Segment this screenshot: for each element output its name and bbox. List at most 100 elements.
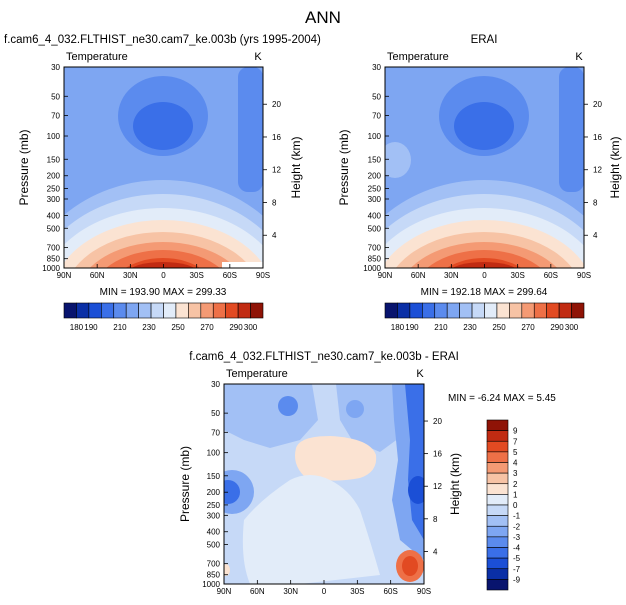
y-tick-label: 700 [47, 244, 61, 253]
y-tick-label: 300 [207, 511, 221, 520]
y2-tick-label: 12 [593, 166, 602, 175]
colorbar-swatch [484, 302, 498, 319]
field-surface-mask [222, 262, 263, 268]
colorbar-swatch [496, 302, 510, 319]
x-tick-label: 90S [256, 271, 270, 280]
y-tick-label: 50 [372, 92, 381, 101]
panel-diff-minmax: MIN = -6.24 MAX = 5.45 [448, 393, 556, 404]
y-tick-label: 500 [368, 224, 382, 233]
panel-obs-title: ERAI [471, 34, 498, 46]
panel-obs-ylabel: Pressure (mb) [337, 129, 351, 205]
colorbar-swatch [225, 302, 239, 319]
colorbar-label: -4 [513, 544, 521, 553]
colorbar-swatch [434, 302, 448, 319]
panel-model-field [64, 67, 263, 268]
colorbar-swatch [486, 557, 509, 570]
colorbar-label: -9 [513, 575, 521, 584]
x-tick-label: 60N [411, 271, 426, 280]
y2-tick-label: 12 [433, 482, 442, 491]
field-neg-core-south [408, 476, 424, 504]
field-neg-polar-north-inner [224, 480, 240, 504]
y2-tick-label: 8 [272, 198, 277, 207]
panel-diff-subtitle: Temperature [226, 368, 288, 380]
field-contour-300 [131, 262, 195, 268]
y-tick-label: 70 [211, 428, 220, 437]
x-tick-label: 90S [417, 587, 431, 596]
field-warm-spot-north [385, 142, 411, 178]
y-tick-label: 30 [51, 63, 60, 72]
y-tick-label: 1000 [363, 264, 381, 273]
field-near-zero-lower [242, 475, 380, 584]
y-tick-label: 150 [368, 155, 382, 164]
y-tick-label: 300 [368, 195, 382, 204]
colorbar-swatch [125, 302, 139, 319]
x-tick-label: 30S [511, 271, 525, 280]
y-tick-label: 200 [47, 172, 61, 181]
colorbar-swatch [237, 302, 251, 319]
colorbar-swatch [76, 302, 90, 319]
colorbar-label: 5 [513, 448, 518, 457]
panel-obs-subtitle: Temperature [387, 51, 449, 63]
panel-obs-units: K [575, 51, 583, 63]
y-tick-label: 100 [207, 449, 221, 458]
panel-model-y2label: Height (km) [289, 136, 303, 198]
colorbar-swatch [250, 302, 264, 319]
colorbar-swatch [113, 302, 127, 319]
panel-model-title: f.cam6_4_032.FLTHIST_ne30.cam7_ke.003b (… [4, 34, 321, 46]
y-tick-label: 150 [207, 472, 221, 481]
x-tick-label: 60S [223, 271, 237, 280]
y-tick-label: 50 [211, 409, 220, 418]
panel-model-units: K [254, 51, 262, 63]
colorbar-label: 180 [70, 323, 84, 332]
colorbar-label: -3 [513, 533, 521, 542]
colorbar-swatch [150, 302, 164, 319]
panel-obs-y2label: Height (km) [608, 136, 622, 198]
y-tick-label: 300 [47, 195, 61, 204]
y2-tick-label: 16 [593, 133, 602, 142]
x-tick-label: 60S [544, 271, 558, 280]
colorbar-label: 7 [513, 437, 518, 446]
x-tick-label: 30S [350, 587, 364, 596]
colorbar-label: -2 [513, 522, 521, 531]
colorbar-label: 190 [405, 323, 419, 332]
panel-obs-axes: 305070100150200250300400500700850100090N… [363, 63, 602, 280]
field-tropical-tropopause-inner [454, 102, 514, 150]
colorbar-swatch [446, 302, 460, 319]
panel-obs: ERAI Temperature K 305070100150200250300… [337, 34, 622, 332]
y2-tick-label: 4 [272, 231, 277, 240]
x-tick-label: 0 [482, 271, 487, 280]
colorbar-swatch [486, 547, 509, 559]
colorbar-swatch [521, 302, 535, 319]
colorbar-label: -1 [513, 512, 521, 521]
colorbar-label: 210 [434, 323, 448, 332]
colorbar-label: 3 [513, 469, 518, 478]
x-tick-label: 60S [384, 587, 398, 596]
colorbar-swatch [486, 419, 509, 431]
colorbar-swatch [546, 302, 560, 319]
colorbar-label: 290 [550, 323, 564, 332]
panel-diff-colorbar: 97 5 43 21 0 -1-2 -3 -4-5 -7-9 [486, 419, 521, 591]
colorbar-swatch [486, 472, 509, 485]
panel-diff-title: f.cam6_4_032.FLTHIST_ne30.cam7_ke.003b -… [189, 351, 459, 363]
colorbar-label: 270 [521, 323, 535, 332]
y-tick-label: 30 [211, 380, 220, 389]
colorbar-swatch [88, 302, 102, 319]
colorbar-label: 0 [513, 501, 518, 510]
y-tick-label: 100 [368, 132, 382, 141]
colorbar-label: 230 [463, 323, 477, 332]
colorbar-swatch [163, 302, 177, 319]
panel-model-axes: 305070100150200250300400500700850100090N… [42, 63, 281, 280]
y2-tick-label: 20 [272, 100, 281, 109]
colorbar-label: 270 [200, 323, 214, 332]
colorbar-swatch [486, 440, 509, 453]
field-neg-spot-south [346, 400, 364, 418]
y-tick-label: 850 [368, 255, 382, 264]
field-neg-spot-north [278, 396, 298, 416]
panel-obs-minmax: MIN = 192.18 MAX = 299.64 [421, 287, 548, 298]
y-tick-label: 1000 [42, 264, 60, 273]
x-tick-label: 0 [322, 587, 327, 596]
field-pos-sfc-south-inner [402, 556, 418, 576]
colorbar-label: 210 [113, 323, 127, 332]
y2-tick-label: 8 [593, 198, 598, 207]
